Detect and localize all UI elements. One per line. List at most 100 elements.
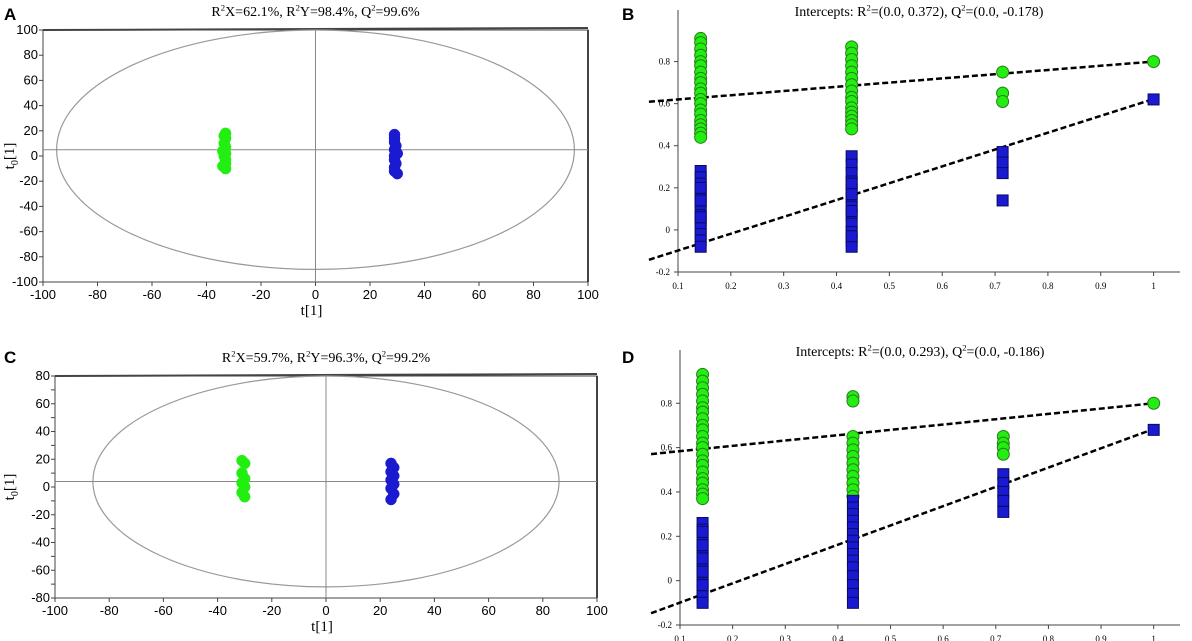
y-tick-label: -80: [31, 590, 50, 605]
chart-title: R2X=62.1%, R2Y=98.4%, Q2=99.6%: [211, 2, 420, 20]
title-superscript: 2: [221, 2, 225, 12]
title-segment: =(0.0, -0.186): [967, 345, 1045, 360]
permutation-point-Q2: [996, 194, 1009, 207]
score-point-group1: [238, 457, 251, 470]
title-segment: =(0.0, 0.372), Q: [871, 5, 961, 20]
score-point-group1: [219, 162, 232, 175]
x-tick-label: -100: [42, 603, 68, 618]
y-tick-label: -100: [12, 274, 38, 289]
x-tick-label: -20: [262, 603, 281, 618]
permutation-point-Q2: [1147, 423, 1160, 436]
panel-label-d: D: [622, 348, 634, 367]
y-tick-label: 0.2: [661, 531, 672, 541]
x-tick-label: 40: [427, 603, 441, 618]
permutation-point-Q2: [696, 596, 709, 609]
permutation-point-Q2: [1147, 93, 1160, 106]
y-tick-label: 20: [24, 123, 38, 138]
x-tick-label: 0.2: [725, 281, 736, 291]
y-tick-label: 40: [24, 98, 38, 113]
y-axis-label-main: t: [2, 495, 18, 500]
panel-d-permutation-plot: Intercepts: R2=(0.0, 0.293), Q2=(0.0, -0…: [650, 342, 1180, 641]
top-border: [54, 373, 598, 377]
y-tick-label: 0.4: [661, 487, 673, 497]
x-tick-label: 0.3: [780, 634, 792, 641]
x-tick-label: 0.3: [778, 281, 790, 291]
y-tick-label: 80: [24, 47, 38, 62]
y-tick-label: 0.6: [661, 443, 673, 453]
x-tick-label: 80: [526, 287, 540, 302]
permutation-point-Q2: [696, 525, 709, 538]
title-superscript: 2: [371, 2, 375, 12]
permutation-point-R2: [694, 130, 708, 144]
title-segment: X=59.7%, R: [236, 351, 307, 366]
y-tick-label: -0.2: [658, 620, 672, 630]
x-tick-label: -40: [208, 603, 227, 618]
permutation-point-Q2: [694, 194, 707, 207]
x-tick-label: 0.6: [937, 281, 949, 291]
permutation-point-Q2: [694, 240, 707, 253]
y-axis-label-rest: [1]: [2, 474, 18, 492]
permutation-point-Q2: [696, 565, 709, 578]
x-tick-label: 0.5: [885, 634, 897, 641]
x-tick-label: 0.7: [989, 281, 1001, 291]
title-segment: X=62.1%, R: [225, 5, 296, 20]
y-axis-label-rest: [1]: [2, 143, 18, 161]
permutation-point-Q2: [845, 230, 858, 243]
y-axis-label-subscript: 0: [10, 491, 21, 496]
panel-a-score-plot: R2X=62.1%, R2Y=98.4%, Q2=99.6%-100 -80 -60…: [2, 2, 599, 319]
panel-label-c: C: [4, 348, 16, 367]
y-tick-label: -0.2: [656, 267, 670, 277]
y-tick-label: 0: [43, 479, 50, 494]
x-tick-label: 0.4: [832, 634, 844, 641]
y-tick-label: 60: [24, 72, 38, 87]
panel-b-permutation-plot: Intercepts: R2=(0.0, 0.372), Q2=(0.0, -0…: [648, 2, 1180, 291]
y-tick-label: -40: [31, 535, 50, 550]
permutation-point-Q2: [845, 240, 858, 253]
permutation-point-R2: [845, 122, 859, 136]
y-tick-label: 0: [668, 576, 673, 586]
x-tick-label: 1: [1151, 634, 1156, 641]
regression-line-Q2: [648, 97, 1154, 261]
y-tick-label: 80: [36, 368, 50, 383]
title-segment: Intercepts: R: [796, 345, 869, 360]
y-tick-label: 0.6: [659, 99, 671, 109]
title-segment: Intercepts: R: [795, 5, 868, 20]
permutation-point-Q2: [846, 596, 859, 609]
score-point-group1: [218, 130, 230, 142]
x-tick-label: 20: [373, 603, 387, 618]
y-axis-label: t0[1]: [2, 143, 21, 170]
title-segment: =(0.0, -0.178): [966, 5, 1044, 20]
permutation-point-R2: [996, 65, 1010, 79]
permutation-point-R2: [996, 447, 1010, 461]
permutation-point-Q2: [997, 505, 1010, 518]
x-tick-label: 60: [472, 287, 486, 302]
x-tick-label: -80: [100, 603, 119, 618]
x-tick-label: 20: [363, 287, 377, 302]
x-tick-label: 0.8: [1043, 634, 1055, 641]
x-tick-label: 0.4: [831, 281, 843, 291]
panel-c-score-plot: R2X=59.7%, R2Y=96.3%, Q2=99.2%-100 -80 -60…: [2, 348, 608, 635]
title-superscript: 2: [306, 348, 310, 358]
title-superscript: 2: [961, 2, 965, 12]
title-superscript: 2: [231, 348, 235, 358]
title-segment: Y=96.3%, Q: [310, 351, 381, 366]
x-tick-label: 0.6: [938, 634, 950, 641]
y-tick-label: 40: [36, 424, 50, 439]
x-tick-label: -40: [197, 287, 216, 302]
x-tick-label: 80: [536, 603, 550, 618]
y-tick-label: -60: [19, 224, 38, 239]
y-tick-label: 0.2: [659, 183, 670, 193]
y-axis-label-main: t: [2, 164, 18, 169]
x-tick-label: 0.2: [727, 634, 738, 641]
regression-line-Q2: [650, 427, 1155, 615]
permutation-point-Q2: [696, 552, 709, 565]
permutation-point-Q2: [694, 211, 707, 224]
y-tick-label: -20: [19, 173, 38, 188]
y-tick-label: 0.8: [661, 398, 673, 408]
y-tick-label: 0.4: [659, 141, 671, 151]
permutation-point-Q2: [696, 539, 709, 552]
x-tick-label: -100: [30, 287, 56, 302]
regression-line-R2: [650, 402, 1154, 456]
x-axis-label: t[1]: [301, 303, 323, 319]
